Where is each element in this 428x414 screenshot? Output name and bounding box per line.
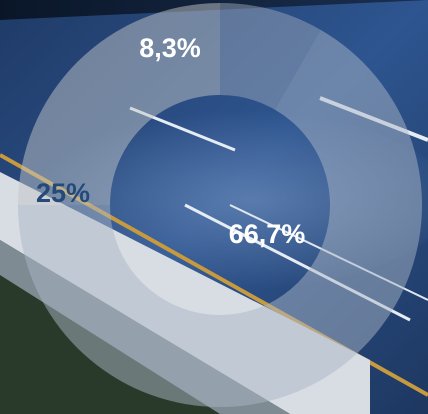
- slice-label: 25%: [36, 178, 90, 208]
- slice-label: 8,3%: [139, 33, 201, 63]
- pie-slice: [220, 3, 321, 110]
- pie-slice: [18, 3, 220, 205]
- pie-slice: [18, 29, 423, 408]
- slice-label: 66,7%: [229, 219, 306, 249]
